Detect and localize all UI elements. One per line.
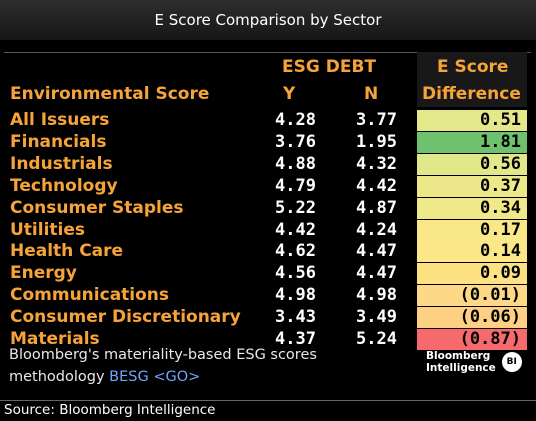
difference-cell: 0.56 xyxy=(417,154,527,175)
value-y: 3.43 xyxy=(275,307,316,327)
difference-cell: 0.09 xyxy=(417,263,527,284)
value-n: 4.42 xyxy=(356,176,397,196)
row-label: Utilities xyxy=(10,220,86,240)
header-n: N xyxy=(364,84,379,104)
header-environmental-score: Environmental Score xyxy=(10,84,210,104)
footnote-text: methodology xyxy=(9,369,105,385)
logo-line2: Intelligence xyxy=(426,362,496,374)
value-y: 4.98 xyxy=(275,285,316,305)
difference-cell: 0.51 xyxy=(417,110,527,131)
source-text: Source: Bloomberg Intelligence xyxy=(4,402,216,418)
header-e-score: E Score xyxy=(437,57,509,77)
value-n: 1.95 xyxy=(356,132,397,152)
chart-title: E Score Comparison by Sector xyxy=(154,11,382,29)
value-y: 4.62 xyxy=(275,241,316,261)
difference-cell: (0.87) xyxy=(417,329,527,350)
difference-cell: 0.37 xyxy=(417,176,527,197)
value-y: 4.56 xyxy=(275,263,316,283)
source-bar: Source: Bloomberg Intelligence xyxy=(0,400,536,421)
value-y: 3.76 xyxy=(275,132,316,152)
footnote-line1: Bloomberg's materiality-based ESG scores xyxy=(9,347,317,363)
row-label: Health Care xyxy=(10,241,124,261)
header-y: Y xyxy=(283,84,296,104)
row-label: Financials xyxy=(10,132,107,152)
header-esg-debt: ESG DEBT xyxy=(282,57,377,77)
value-n: 4.32 xyxy=(356,154,397,174)
value-n: 4.98 xyxy=(356,285,397,305)
value-y: 4.88 xyxy=(275,154,316,174)
difference-header-background xyxy=(417,52,527,107)
value-n: 3.77 xyxy=(356,110,397,130)
bloomberg-intelligence-logo: Bloomberg Intelligence BI xyxy=(426,350,522,374)
header-difference: Difference xyxy=(422,84,521,104)
value-n: 4.24 xyxy=(356,220,397,240)
value-y: 4.37 xyxy=(275,329,316,349)
besg-function-link[interactable]: BESG <GO> xyxy=(109,369,201,385)
value-y: 5.22 xyxy=(275,198,316,218)
row-label: Energy xyxy=(10,263,77,283)
row-label: Consumer Discretionary xyxy=(10,307,241,327)
difference-cell: (0.06) xyxy=(417,307,527,328)
footnote-line2: methodology BESG <GO> xyxy=(9,369,200,385)
logo-line1: Bloomberg xyxy=(426,350,491,362)
value-n: 4.47 xyxy=(356,241,397,261)
difference-cell: 0.14 xyxy=(417,241,527,262)
bi-badge-icon: BI xyxy=(501,352,522,372)
row-label: Consumer Staples xyxy=(10,198,184,218)
row-label: Industrials xyxy=(10,154,113,174)
value-y: 4.79 xyxy=(275,176,316,196)
row-label: Communications xyxy=(10,285,170,305)
difference-cell: (0.01) xyxy=(417,285,527,306)
value-n: 3.49 xyxy=(356,307,397,327)
difference-cell: 1.81 xyxy=(417,132,527,153)
value-y: 4.28 xyxy=(275,110,316,130)
title-bar: E Score Comparison by Sector xyxy=(0,0,536,40)
value-n: 5.24 xyxy=(356,329,397,349)
difference-cell: 0.17 xyxy=(417,220,527,241)
row-label: Materials xyxy=(10,329,100,349)
value-n: 4.47 xyxy=(356,263,397,283)
row-label: All Issuers xyxy=(10,110,110,130)
row-label: Technology xyxy=(10,176,118,196)
value-n: 4.87 xyxy=(356,198,397,218)
value-y: 4.42 xyxy=(275,220,316,240)
difference-cell: 0.34 xyxy=(417,198,527,219)
